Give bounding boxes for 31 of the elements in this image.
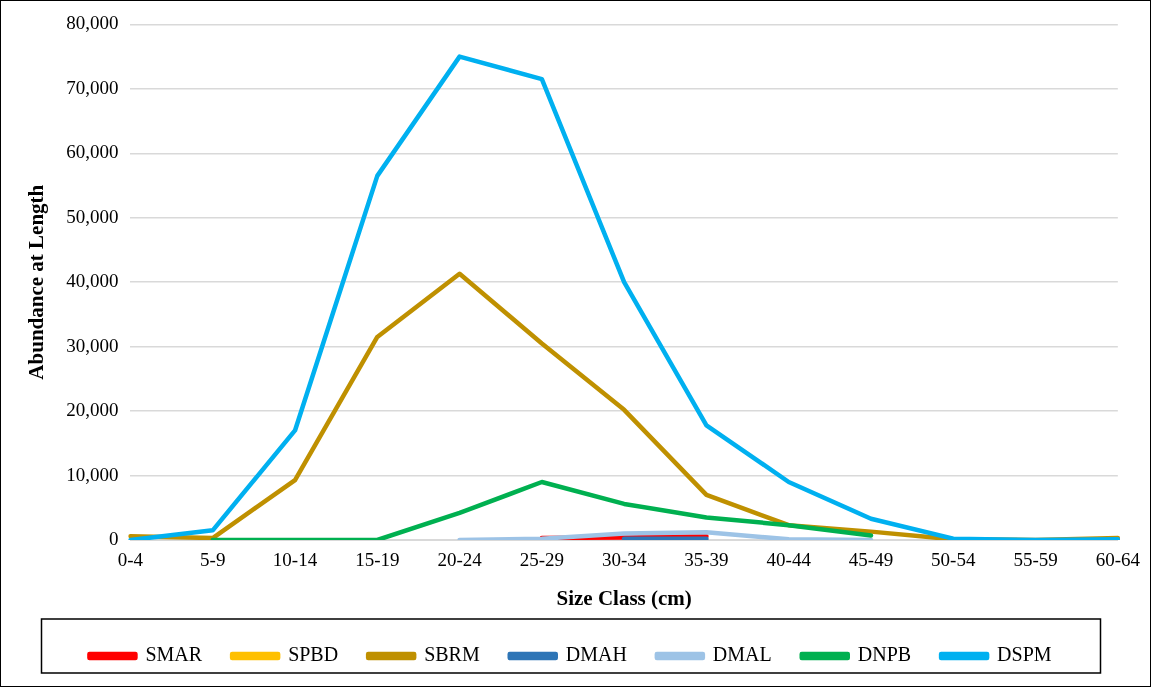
y-tick-label: 10,000: [66, 463, 119, 485]
y-tick-label: 80,000: [66, 12, 119, 34]
x-tick-label: 60-64: [1095, 549, 1141, 571]
x-tick-label: 45-49: [848, 549, 894, 571]
legend-label: SBRM: [424, 643, 480, 666]
legend-label: DMAL: [712, 643, 772, 666]
x-tick-label: 0-4: [117, 549, 144, 571]
y-tick-label: 20,000: [66, 399, 119, 421]
x-tick-label: 5-9: [200, 549, 226, 571]
x-tick-label: 50-54: [931, 549, 976, 571]
legend-label: DNPB: [857, 643, 912, 666]
y-tick-label: 70,000: [66, 76, 119, 98]
x-tick-label: 35-39: [684, 549, 729, 571]
y-tick-label: 30,000: [66, 334, 119, 356]
legend-label: SMAR: [145, 643, 203, 666]
y-tick-label: 40,000: [66, 270, 119, 292]
x-tick-label: 20-24: [437, 549, 483, 571]
legend-label: DSPM: [997, 643, 1052, 666]
x-tick-label: 15-19: [355, 549, 400, 571]
x-tick-label: 25-29: [519, 549, 565, 571]
x-tick-label: 55-59: [1013, 549, 1058, 571]
x-axis-title: Size Class (cm): [556, 585, 692, 610]
x-tick-label: 40-44: [766, 549, 812, 571]
legend-label: DMAH: [565, 643, 627, 666]
y-tick-label: 0: [108, 527, 119, 549]
y-axis-title: Abundance at Length: [24, 184, 49, 380]
x-tick-label: 30-34: [601, 549, 647, 571]
x-tick-label: 10-14: [272, 549, 318, 571]
y-tick-label: 60,000: [66, 141, 119, 163]
legend-label: SPBD: [288, 643, 339, 666]
y-tick-label: 50,000: [66, 205, 119, 227]
